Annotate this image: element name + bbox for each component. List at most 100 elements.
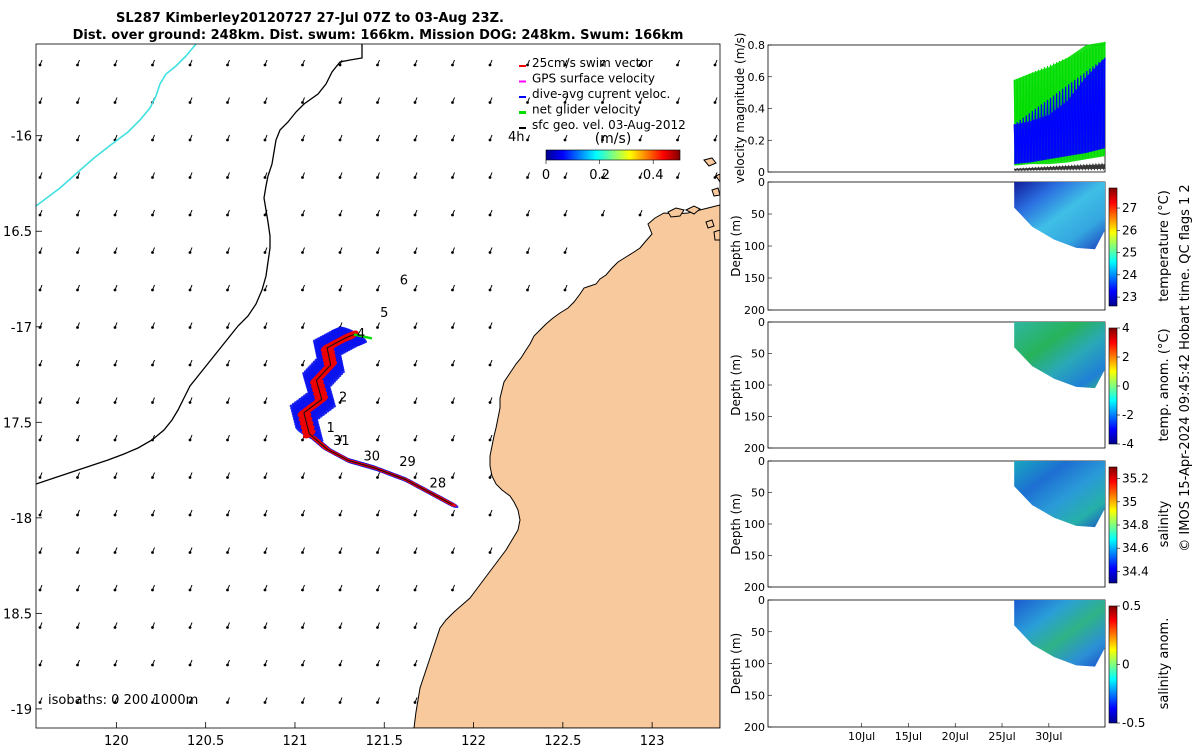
temperature-y-tick-label: 0 bbox=[758, 176, 765, 189]
velocity-arrow-head bbox=[376, 138, 379, 142]
salinity-colorbar-tick-label: 35.2 bbox=[1122, 472, 1149, 486]
velocity-arrow-head bbox=[601, 213, 604, 217]
temperature-colorbar-tick-label: 27 bbox=[1122, 201, 1137, 215]
velocity-arrow-head bbox=[601, 101, 604, 104]
day-label: 6 bbox=[400, 274, 408, 289]
salinity_anomaly-colorbar-tick-label: -0.5 bbox=[1122, 716, 1145, 730]
velocity-arrow-head bbox=[76, 363, 79, 367]
velocity-arrow-head bbox=[113, 476, 117, 479]
velocity-arrow-head bbox=[188, 213, 192, 217]
isobaths-label: isobaths: 0 200 1000m bbox=[48, 693, 198, 708]
salinity_anomaly-colorbar-tick-label: 0 bbox=[1122, 658, 1130, 672]
temperature-y-tick-label: 150 bbox=[744, 272, 765, 285]
surface-velocity-arrows bbox=[38, 59, 718, 704]
velocity-arrow-head bbox=[376, 476, 379, 479]
salinity_anomaly-y-label: Depth (m) bbox=[729, 633, 743, 694]
velocity-arrow-head bbox=[263, 363, 267, 367]
velocity-arrow-head bbox=[338, 513, 342, 517]
velocity-arrow-head bbox=[151, 701, 154, 704]
velocity-arrow-head bbox=[301, 101, 304, 104]
velocity-series bbox=[1013, 162, 1106, 172]
map-x-ticks: 120 120.5 121 121.5 122 122.5 123 bbox=[104, 722, 665, 749]
velocity-arrow-head bbox=[676, 101, 679, 104]
velocity-arrow-head bbox=[676, 176, 679, 179]
velocity-arrow-head bbox=[38, 626, 42, 629]
map-x-tick-label: 122 bbox=[461, 734, 486, 749]
velocity-arrow-head bbox=[113, 213, 117, 217]
velocity-arrow-head bbox=[413, 588, 417, 592]
velocity-arrow-head bbox=[488, 213, 492, 217]
velocity-arrow-head bbox=[151, 251, 154, 254]
velocity-arrow-head bbox=[226, 551, 229, 554]
velocity-arrow-head bbox=[488, 363, 492, 367]
temp_anomaly-colorbar-tick-label: -2 bbox=[1122, 408, 1134, 422]
velocity-arrow-head bbox=[301, 288, 304, 292]
velocity-line bbox=[1013, 57, 1106, 164]
velocity-arrow-head bbox=[188, 363, 192, 367]
map-y-tick-label: 18.5 bbox=[3, 607, 32, 622]
velocity-arrow-head bbox=[113, 101, 117, 104]
velocity-arrow-head bbox=[338, 438, 342, 442]
velocity-arrow-head bbox=[76, 663, 79, 667]
map-y-tick-label: -19 bbox=[11, 703, 32, 718]
velocity-arrow-head bbox=[376, 551, 379, 554]
salinity_anomaly-data-field bbox=[1014, 600, 1105, 667]
velocity-arrow-head bbox=[226, 701, 229, 704]
map-x-tick-label: 120 bbox=[104, 734, 129, 749]
day-label: 2 bbox=[339, 390, 347, 405]
temp_anomaly-y-tick-label: 200 bbox=[744, 442, 765, 455]
day-label: 4 bbox=[357, 327, 365, 342]
velocity-arrow-head bbox=[226, 363, 229, 367]
temp_anomaly-colorbar-tick-label: -4 bbox=[1122, 437, 1134, 451]
velocity-arrow-head bbox=[151, 138, 154, 142]
velocity-arrow-head bbox=[451, 363, 454, 367]
velocity-arrow-head bbox=[263, 138, 267, 142]
velocity-arrow-head bbox=[188, 288, 192, 292]
velocity-arrow-head bbox=[226, 101, 229, 104]
velocity-arrow-head bbox=[151, 363, 154, 367]
velocity-arrow-head bbox=[451, 588, 454, 592]
velocity-arrow-head bbox=[263, 551, 267, 554]
salinity_anomaly-y-tick-label: 150 bbox=[744, 689, 765, 702]
velocity-arrow-head bbox=[638, 213, 642, 217]
velocity-arrow-head bbox=[601, 138, 604, 142]
velocity-arrow-head bbox=[526, 213, 529, 217]
day-label: 1 bbox=[327, 421, 335, 436]
velocity-arrow-head bbox=[38, 251, 42, 254]
velocity-arrow-head bbox=[413, 476, 417, 479]
velocity-arrow-head bbox=[226, 326, 229, 329]
land-mass bbox=[413, 204, 720, 728]
velocity-arrow-head bbox=[263, 701, 267, 704]
temperature-data-field bbox=[1014, 182, 1105, 250]
salinity-y-tick-label: 100 bbox=[744, 518, 765, 531]
velocity-arrow-head bbox=[188, 588, 192, 592]
day-label: 29 bbox=[399, 455, 416, 470]
velocity-arrow-head bbox=[38, 101, 42, 104]
velocity-arrow-head bbox=[413, 551, 417, 554]
velocity-arrow-head bbox=[226, 588, 229, 592]
temperature-colorbar-tick-label: 23 bbox=[1122, 290, 1137, 304]
time-x-tick-label: 25Jul bbox=[988, 730, 1015, 743]
day-label: 5 bbox=[380, 306, 388, 321]
velocity-arrow-head bbox=[376, 513, 379, 517]
salinity_anomaly-y-tick-label: 100 bbox=[744, 658, 765, 671]
velocity-arrow-head bbox=[151, 626, 154, 629]
velocity-arrow-head bbox=[76, 588, 79, 592]
net-glider-velocity-vector bbox=[353, 333, 373, 340]
velocity-arrow-head bbox=[263, 438, 267, 442]
map-colorbar-tick-label: 0.4 bbox=[643, 168, 664, 183]
salinity-colorbar-tick-label: 34.8 bbox=[1122, 518, 1149, 532]
velocity-arrow-head bbox=[38, 63, 42, 67]
velocity-arrow-head bbox=[151, 176, 154, 179]
velocity-arrow-head bbox=[376, 588, 379, 592]
velocity-arrow-head bbox=[376, 701, 379, 704]
velocity-arrow-head bbox=[301, 63, 304, 67]
velocity-arrow-head bbox=[563, 101, 567, 104]
velocity-arrow-head bbox=[263, 326, 267, 329]
salinity-y-tick-label: 150 bbox=[744, 550, 765, 563]
velocity-arrow-head bbox=[488, 288, 492, 292]
legend-label: dive-avg current veloc. bbox=[532, 87, 670, 101]
velocity-line bbox=[1013, 162, 1106, 172]
temp_anomaly-y-tick-label: 0 bbox=[758, 316, 765, 329]
velocity-y-tick-label: 0.2 bbox=[748, 134, 766, 147]
